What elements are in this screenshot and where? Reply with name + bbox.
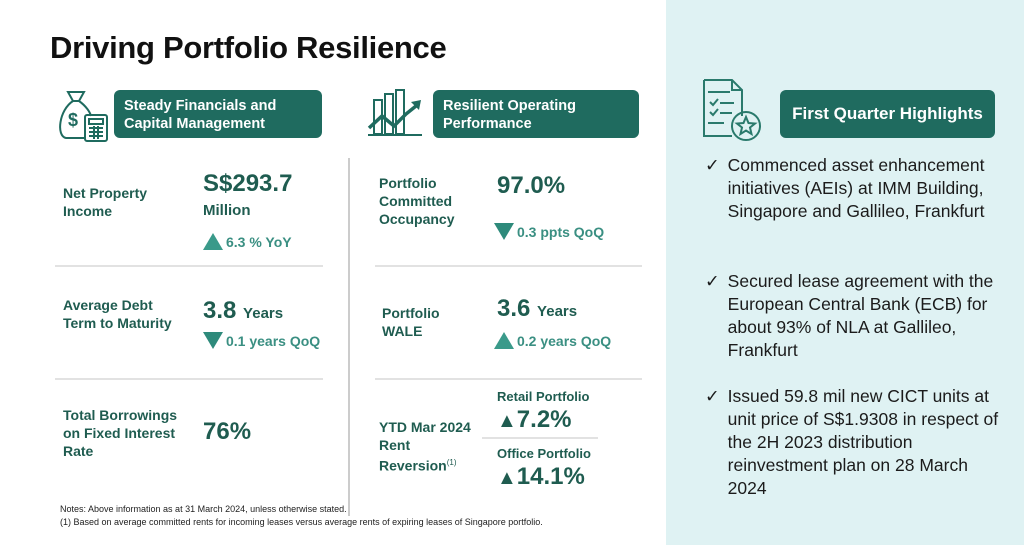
change-text: 6.3 % YoY: [226, 233, 292, 250]
change-text: 0.2 years QoQ: [517, 332, 612, 349]
divider: [55, 378, 323, 380]
divider: [375, 265, 642, 267]
steady-financials-badge: Steady Financials and Capital Management: [114, 90, 322, 138]
down-triangle-icon: [203, 332, 223, 349]
up-triangle-icon: [203, 233, 223, 250]
net-property-income-change: 6.3 % YoY: [203, 233, 292, 250]
office-portfolio-value: ▲14.1%: [497, 463, 585, 491]
money-bag-calculator-icon: $: [59, 91, 108, 142]
change-text: 0.1 years QoQ: [226, 332, 321, 349]
up-triangle-icon: [494, 332, 514, 349]
occupancy-change: 0.3 ppts QoQ: [494, 223, 604, 240]
divider: [55, 265, 323, 267]
debt-term-number: 3.8: [203, 297, 237, 324]
wale-number: 3.6: [497, 295, 531, 322]
highlight-text: Secured lease agreement with the Europea…: [727, 271, 994, 360]
highlight-item: ✓ Commenced asset enhancement initiatives…: [705, 154, 1005, 223]
checklist-star-icon: [703, 79, 761, 141]
wale-change: 0.2 years QoQ: [494, 332, 611, 349]
retail-portfolio-value: ▲7.2%: [497, 406, 572, 434]
notes-line: Notes: Above information as at 31 March …: [60, 504, 347, 514]
occupancy-label: Portfolio Committed Occupancy: [379, 175, 455, 227]
page-title: Driving Portfolio Resilience: [50, 30, 447, 65]
office-value-text: 14.1%: [516, 463, 585, 490]
retail-portfolio-label: Retail Portfolio: [497, 389, 590, 404]
footnote-line: (1) Based on average committed rents for…: [60, 517, 543, 527]
net-property-income-value: S$293.7: [203, 170, 293, 197]
net-property-income-label: Net Property Income: [63, 185, 148, 219]
wale-value: 3.6 Years: [497, 295, 577, 323]
highlight-text: Issued 59.8 mil new CICT units at unit p…: [727, 386, 999, 498]
rent-reversion-label: YTD Mar 2024 Rent Reversion(1): [379, 418, 484, 475]
debt-term-unit: Years: [243, 305, 284, 322]
highlight-text: Commenced asset enhancement initiatives …: [727, 155, 985, 221]
check-icon: ✓: [705, 155, 720, 175]
debt-term-value: 3.8 Years: [203, 297, 283, 325]
wale-label: Portfolio WALE: [382, 305, 440, 339]
bar-chart-trend-icon: [367, 89, 422, 136]
fixed-rate-value: 76%: [203, 418, 252, 445]
retail-value-text: 7.2%: [516, 406, 572, 433]
down-triangle-icon: [494, 223, 514, 240]
wale-unit: Years: [537, 303, 578, 320]
up-triangle-icon: ▲: [497, 410, 517, 432]
occupancy-value: 97.0%: [497, 172, 566, 199]
highlight-item: ✓ Issued 59.8 mil new CICT units at unit …: [705, 385, 1005, 500]
first-quarter-highlights-badge: First Quarter Highlights: [780, 90, 995, 138]
vertical-divider: [348, 158, 350, 516]
divider: [375, 378, 642, 380]
rent-reversion-text: YTD Mar 2024 Rent Reversion: [379, 419, 471, 474]
highlight-item: ✓ Secured lease agreement with the Europe…: [705, 270, 1005, 362]
resilient-operating-badge: Resilient Operating Performance: [433, 90, 639, 138]
svg-text:$: $: [68, 110, 78, 130]
divider: [482, 437, 598, 439]
fixed-rate-label: Total Borrowings on Fixed Interest Rate: [63, 407, 178, 459]
net-property-income-unit: Million: [203, 202, 251, 219]
up-triangle-icon: ▲: [497, 467, 517, 489]
check-icon: ✓: [705, 271, 720, 291]
footnote-marker: (1): [446, 458, 457, 467]
check-icon: ✓: [705, 386, 720, 406]
change-text: 0.3 ppts QoQ: [517, 223, 605, 240]
office-portfolio-label: Office Portfolio: [497, 446, 591, 461]
debt-term-label: Average Debt Term to Maturity: [63, 297, 172, 331]
debt-term-change: 0.1 years QoQ: [203, 332, 320, 349]
